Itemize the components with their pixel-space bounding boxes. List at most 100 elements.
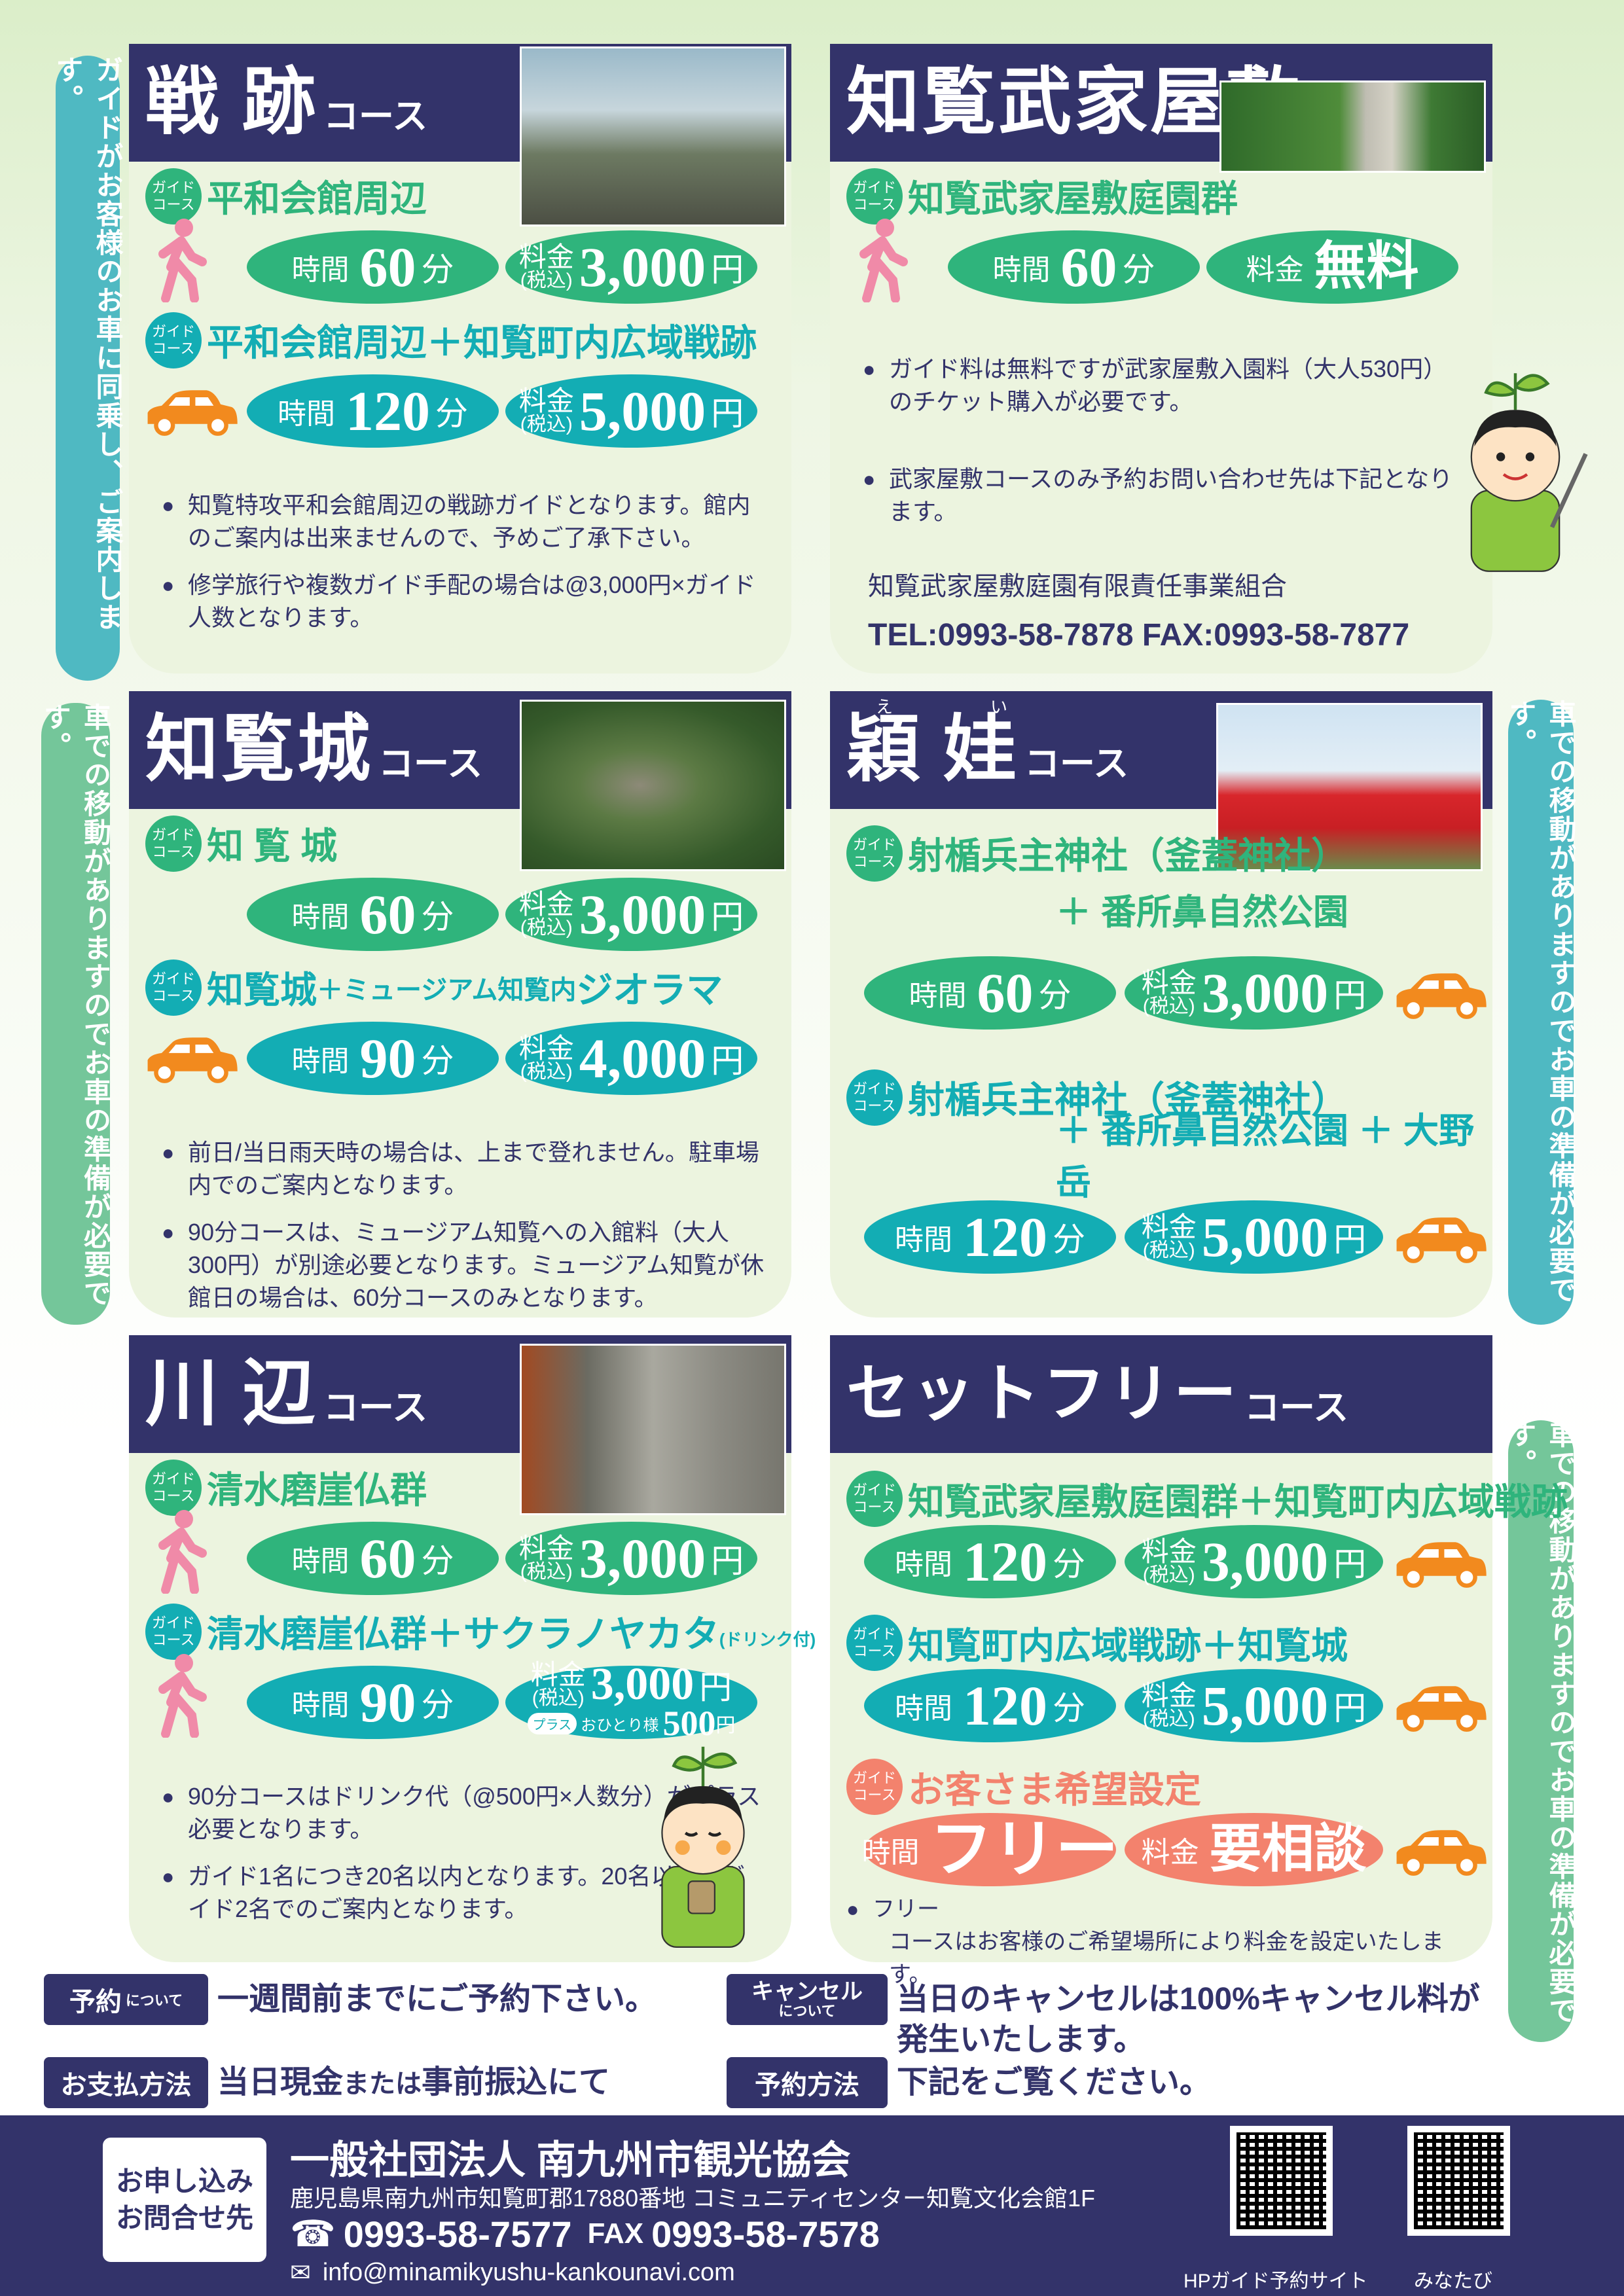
- phone-icon: ☎: [290, 2213, 336, 2254]
- course-title: 知覧町内広域戦跡＋知覧城: [908, 1624, 1348, 1666]
- course-title: 平和会館周辺: [207, 178, 427, 219]
- time-unit: 分: [435, 395, 468, 432]
- badge-line: ガイド: [151, 1470, 195, 1487]
- qr-code-guide-booking[interactable]: [1230, 2126, 1333, 2236]
- guide-course-badge: ガイド コース: [846, 168, 903, 224]
- fee-value: 3,000: [1201, 1530, 1329, 1593]
- reservation-info: 予約 について 一週間前までにご予約下さい。: [44, 1974, 657, 2025]
- time-ellipse: 時間 60 分: [247, 1522, 499, 1595]
- fee-value: 4,000: [579, 1027, 706, 1090]
- course-option: ガイド コース 射楯兵主神社（釜蓋神社）＋ 番所鼻自然公園 時間 60 分料金 (税込) 3,…: [830, 825, 1492, 1031]
- walking-person-icon: [856, 217, 909, 303]
- course-title-row: ガイド コース 射楯兵主神社（釜蓋神社）: [830, 1069, 1492, 1126]
- course-title: 清水磨崖仏群: [207, 1469, 427, 1511]
- course-title: 射楯兵主神社（釜蓋神社）: [908, 835, 1348, 876]
- badge-line: コース: [152, 340, 195, 357]
- course-time-fee: 時間 120 分料金 (税込) 5,000 円: [830, 1200, 1492, 1276]
- fee-label: 料金: [1141, 967, 1197, 998]
- card-title: 戦 跡: [145, 62, 318, 143]
- time-label: 時間: [291, 901, 350, 933]
- qr-code-minatabi[interactable]: [1407, 2126, 1510, 2236]
- card-title: セットフリー: [846, 1359, 1239, 1429]
- time-value: 60: [359, 236, 416, 298]
- car-icon: [1391, 1683, 1489, 1732]
- email-address[interactable]: info@minamikyushu-kankounavi.com: [322, 2259, 735, 2286]
- guide-course-badge: ガイド コース: [145, 1459, 202, 1516]
- time-ellipse: 時間 120 分: [864, 1669, 1116, 1742]
- reservation-label: 予約 について: [44, 1974, 208, 2025]
- time-label: 時間: [895, 1693, 952, 1725]
- samurai-mascot-icon: [1470, 373, 1588, 572]
- fee-label-stack: 料金 (税込): [1142, 1538, 1197, 1585]
- fee-ellipse: 料金 (税込) 3,000 円: [1125, 1525, 1383, 1598]
- contact-fax: FAX:0993-58-7877: [1142, 618, 1410, 653]
- car-needed-note: 車での移動がありますのでお車の準備が必要です。: [1506, 1420, 1576, 2042]
- fee-label-stack: 料金 (税込): [1142, 1213, 1197, 1261]
- course-title-row: ガイド コース 知覧武家屋敷庭園群: [830, 162, 1492, 230]
- course-title: 射楯兵主神社（釜蓋神社）: [908, 1079, 1348, 1121]
- fee-ellipse: 料金 (税込) 3,000 円: [1125, 956, 1383, 1030]
- fee-ellipse: 料金 (税込) 3,000 円: [505, 230, 757, 304]
- notes-list: 知覧特攻平和会館周辺の戦跡ガイドとなります。館内のご案内は出来ませんので、予めご…: [129, 489, 791, 634]
- fee-value: 3,000: [579, 1527, 706, 1590]
- fee-label: 料金: [1141, 1837, 1199, 1869]
- course-option: ガイド コース 射楯兵主神社（釜蓋神社）＋ 番所鼻自然公園 ＋ 大野岳 時間 120 分 料…: [830, 1069, 1492, 1276]
- course-title-row: ガイド コース お客さま希望設定: [830, 1759, 1492, 1815]
- badge-line: ガイド: [852, 1770, 896, 1786]
- car-icon: [142, 1035, 240, 1084]
- phone-number[interactable]: 0993-58-7577: [343, 2213, 572, 2255]
- fee-label: 料金: [1141, 1211, 1197, 1242]
- badge-line: ガイド: [852, 836, 896, 853]
- chiran-castle-aerial-photo: [520, 700, 786, 871]
- contact-tel: TEL:0993-58-7878: [868, 618, 1134, 653]
- qr-label: みなたび: [1414, 2270, 1492, 2292]
- course-title: お客さま希望設定: [908, 1768, 1201, 1810]
- fee-tax-label: (税込): [532, 1687, 585, 1709]
- car-needed-note: 車での移動がありますのでお車の準備が必要です。: [1506, 700, 1576, 1325]
- cancel-label: キャンセル について: [727, 1974, 888, 2025]
- guide-course-badge: ガイド コース: [846, 1615, 903, 1671]
- cancel-info: キャンセル について 当日のキャンセルは100%キャンセル料が発生いたします。: [727, 1974, 1486, 2060]
- kamafuta-shrine-photo: [1216, 703, 1483, 871]
- course-option: ガイド コース 清水磨崖仏群 時間 60 分料金 (税込) 3,000 円: [129, 1453, 791, 1597]
- badge-line: ガイド: [852, 1080, 896, 1097]
- time-ellipse: 時間 60 分: [247, 878, 499, 951]
- label-small: について: [125, 1992, 183, 2009]
- time-ellipse: 時間 60 分: [948, 230, 1200, 304]
- fee-label: 料金: [1141, 1536, 1197, 1567]
- fee-label-stack: 料金 (税込): [519, 1535, 574, 1582]
- walking-person-icon: [155, 1653, 208, 1738]
- shimizu-cliff-buddha-photo: [520, 1344, 786, 1515]
- car-icon: [1391, 1215, 1489, 1264]
- reservation-text: 一週間前までにご予約下さい。: [217, 1982, 657, 2017]
- card-title-suffix: コース: [323, 1388, 428, 1427]
- course-title: 平和会館周辺＋知覧町内広域戦跡: [207, 322, 757, 363]
- course-time-fee: 時間 フリー 料金 要相談: [830, 1813, 1492, 1886]
- fee-ellipse: 料金 (税込) 5,000 円: [1125, 1200, 1383, 1274]
- card-title-suffix: コース: [1024, 744, 1129, 783]
- badge-line: ガイド: [852, 179, 896, 196]
- badge-line: ガイド: [151, 970, 195, 987]
- fee-label-stack: 料金 (税込): [1142, 969, 1197, 1016]
- samurai-residence-garden-photo: [1219, 81, 1486, 173]
- payment-or: または: [343, 2070, 422, 2098]
- note-item: ガイド1名につき20名以内となります。20名以上はガイド2名でのご案内となります…: [162, 1860, 765, 1926]
- course-title-row: ガイド コース 清水磨崖仏群: [129, 1453, 791, 1522]
- time-value: 60: [359, 1527, 416, 1590]
- car-icon: [1391, 1539, 1489, 1588]
- title-ruby: い: [990, 697, 1008, 717]
- course-card: 知覧城 コース ガイド コース知 覧 城時間 60 分料金 (税込) 3,000 円ガイド コース…: [129, 691, 791, 1318]
- contact-organization: 知覧武家屋敷庭園有限責任事業組合: [868, 572, 1287, 601]
- time-unit: 分: [421, 1543, 454, 1579]
- guide-course-badge: ガイド コース: [846, 1069, 903, 1126]
- contact-label: お申し込み お問合せ先: [103, 2138, 266, 2262]
- course-title-row: ガイド コース 平和会館周辺: [129, 162, 791, 230]
- time-value: 120: [963, 1206, 1047, 1268]
- time-unit: 分: [1053, 1690, 1085, 1727]
- course-time-fee: 時間 60 分 料金 無料: [830, 219, 1492, 306]
- card-title-suffix: コース: [323, 96, 428, 136]
- time-value: 120: [346, 380, 430, 442]
- course-option: ガイド コース 知覧町内広域戦跡＋知覧城 時間 120 分料金 (税込) 5,000 円: [830, 1615, 1492, 1742]
- time-unit: 分: [1122, 251, 1155, 288]
- course-option: ガイド コース お客さま希望設定 時間 フリー 料金 要相談: [830, 1759, 1492, 1886]
